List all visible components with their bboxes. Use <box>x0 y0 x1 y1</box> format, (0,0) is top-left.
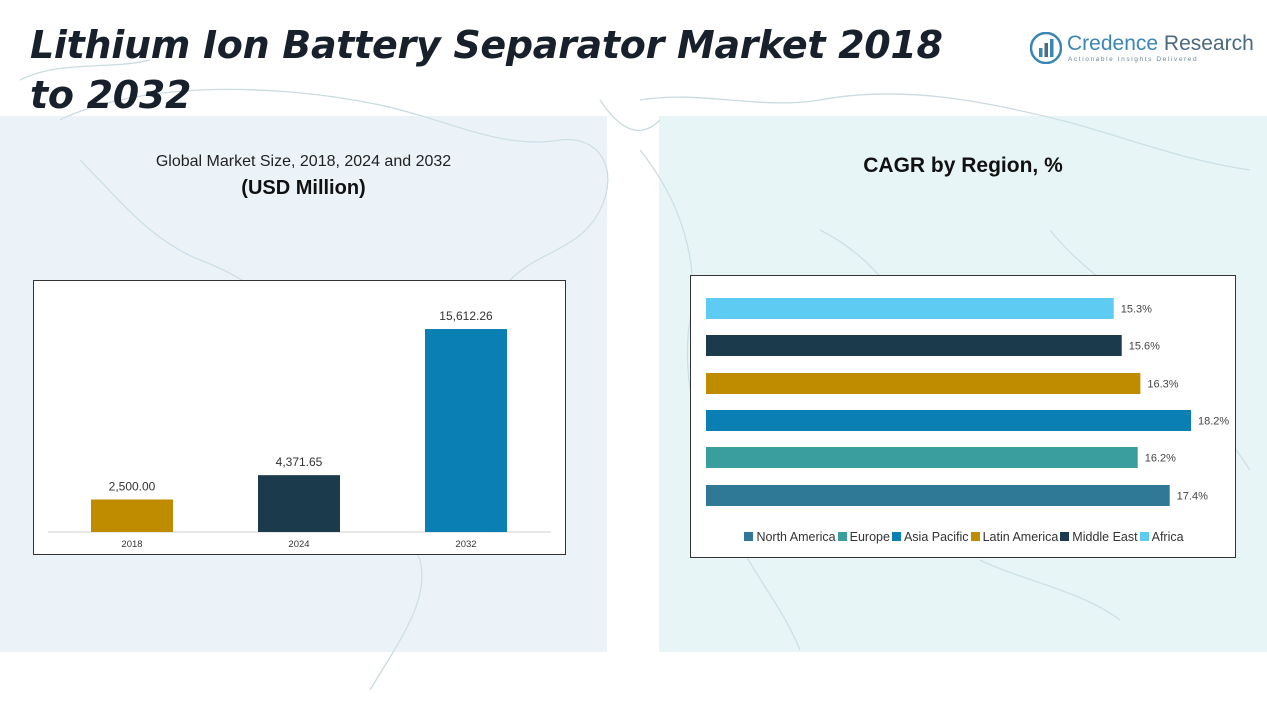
bar-middle-east <box>706 335 1122 356</box>
market-size-chart-svg: 2,500.00 2018 4,371.65 2024 15,612.26 2032 <box>48 309 551 550</box>
bar-value-label-middle-east: 15.6% <box>1129 341 1160 353</box>
bar-value-label-africa: 15.3% <box>1121 304 1152 316</box>
bar-2032 <box>425 329 507 532</box>
bar-value-label-2032: 15,612.26 <box>439 309 493 323</box>
bar-value-label-asia-pacific: 18.2% <box>1198 416 1229 428</box>
legend-label-middle-east: Middle East <box>1072 530 1138 544</box>
legend-item-latin-america: Latin America <box>970 530 1059 544</box>
bar-value-label-latin-america: 16.3% <box>1147 379 1178 391</box>
legend-item-middle-east: Middle East <box>1060 530 1138 544</box>
legend-label-asia-pacific: Asia Pacific <box>903 530 969 544</box>
bar-europe <box>706 447 1138 468</box>
legend-label-north-america: North America <box>756 530 836 544</box>
cagr-legend: North America Europe Asia Pacific Latin Ame… <box>691 530 1237 544</box>
market-size-subtitle: Global Market Size, 2018, 2024 and 2032 <box>155 153 452 170</box>
legend-swatch-africa <box>1139 532 1149 541</box>
legend-swatch-middle-east <box>1060 532 1070 541</box>
company-logo: Credence Research Actionable Insights De… <box>1030 30 1254 70</box>
logo-tagline: Actionable Insights Delivered <box>1068 56 1199 63</box>
bar-africa <box>706 298 1114 319</box>
market-size-chart: 2,500.00 2018 4,371.65 2024 15,612.26 2032 <box>33 280 566 555</box>
logo-chart-icon <box>1030 32 1062 64</box>
legend-item-asia-pacific: Asia Pacific <box>891 530 969 544</box>
bar-2024 <box>258 475 340 532</box>
legend-swatch-europe <box>837 532 847 541</box>
legend-swatch-latin-america <box>970 532 980 541</box>
cagr-title: CAGR by Region, % <box>863 154 1063 177</box>
bar-value-label-2024: 4,371.65 <box>276 455 323 469</box>
legend-label-latin-america: Latin America <box>982 530 1059 544</box>
bar-2018 <box>91 499 173 532</box>
legend-swatch-asia-pacific <box>891 532 901 541</box>
x-tick-label-2018: 2018 <box>121 539 142 550</box>
x-tick-label-2024: 2024 <box>288 539 309 550</box>
bar-value-label-2018: 2,500.00 <box>109 480 156 494</box>
bar-value-label-north-america: 17.4% <box>1177 491 1208 503</box>
cagr-chart: 15.3% 15.6% 16.3% 18.2% 16.2% 17.4% North Ame… <box>690 275 1236 558</box>
legend-item-europe: Europe <box>837 530 890 544</box>
logo-name: Credence Research <box>1067 32 1254 56</box>
legend-item-north-america: North America <box>744 530 836 544</box>
legend-swatch-north-america <box>744 532 754 541</box>
bar-north-america <box>706 485 1170 506</box>
bar-value-label-europe: 16.2% <box>1145 453 1176 465</box>
x-tick-label-2032: 2032 <box>455 539 476 550</box>
legend-label-africa: Africa <box>1151 530 1184 544</box>
logo-name-first: Credence <box>1067 32 1159 55</box>
legend-item-africa: Africa <box>1139 530 1184 544</box>
page-title: Lithium Ion Battery Separator Market 201… <box>30 23 943 117</box>
logo-name-second: Research <box>1163 32 1254 55</box>
bar-asia-pacific <box>706 410 1191 431</box>
market-size-unit: (USD Million) <box>241 177 366 199</box>
legend-label-europe: Europe <box>849 530 890 544</box>
bar-latin-america <box>706 373 1141 394</box>
cagr-chart-svg: 15.3% 15.6% 16.3% 18.2% 16.2% 17.4% <box>706 298 1229 506</box>
